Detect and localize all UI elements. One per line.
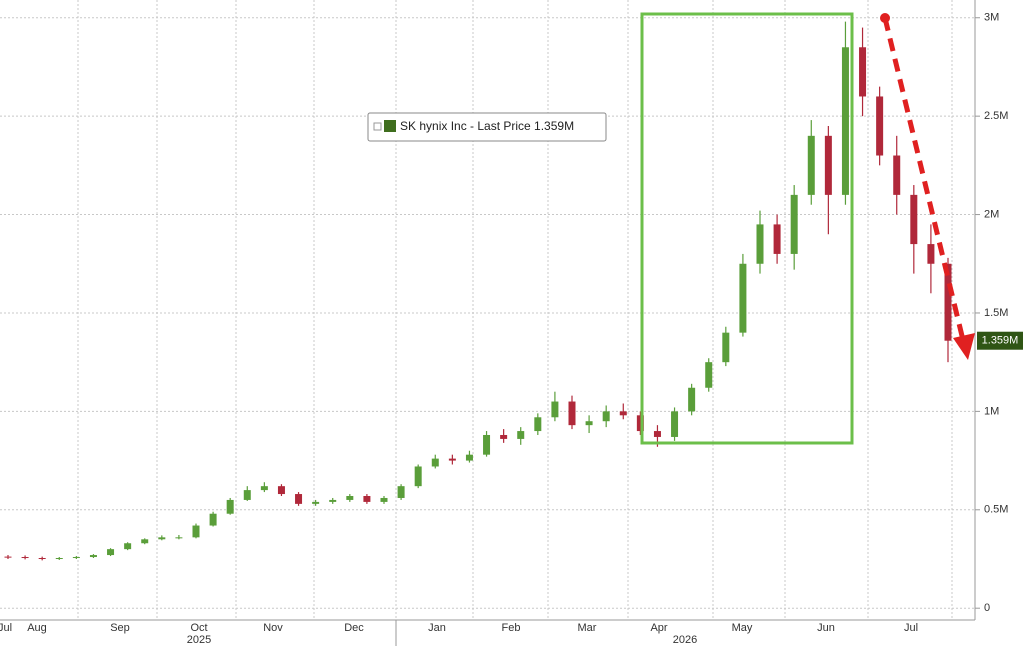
year-label: 2026 — [673, 634, 697, 646]
candle-body — [756, 224, 764, 264]
x-tick-label: Aug — [27, 622, 47, 634]
candle-body — [551, 401, 559, 418]
candle-body — [158, 537, 166, 540]
candle-body — [824, 135, 832, 195]
candle-body — [517, 431, 525, 439]
y-tick-label: 2M — [984, 208, 999, 220]
candle-body — [739, 263, 747, 333]
x-tick-label: Jul — [0, 622, 12, 634]
candle-body — [722, 332, 730, 363]
candle-body — [192, 525, 200, 538]
candle-body — [465, 454, 473, 461]
y-tick-label: 0.5M — [984, 504, 1008, 516]
arrow-line — [882, 17, 966, 341]
candle-body — [448, 458, 456, 461]
candle-body — [346, 496, 354, 500]
last-price-tag — [977, 331, 1023, 350]
x-tick-label: Jun — [817, 622, 835, 634]
legend-label: SK hynix Inc - Last Price 1.359M — [400, 119, 574, 133]
candle-body — [893, 155, 901, 195]
legend-toggle — [373, 122, 382, 131]
candle-body — [500, 434, 508, 439]
candle-body — [636, 415, 644, 432]
x-tick-label: Jan — [428, 622, 446, 634]
highlight-box — [640, 12, 854, 445]
candle-body — [688, 387, 696, 412]
candle-body — [363, 496, 371, 502]
candle-body — [4, 556, 12, 558]
candle-body — [876, 96, 884, 156]
x-tick-label: Mar — [578, 622, 597, 634]
candle-body — [585, 421, 593, 426]
candle-body — [773, 224, 781, 254]
candle-body — [380, 497, 388, 502]
x-tick-label: Feb — [502, 622, 521, 634]
arrow-head — [953, 333, 975, 360]
candle-body — [124, 543, 132, 550]
grid — [0, 0, 975, 620]
candle-body — [705, 362, 713, 388]
candle-body — [483, 434, 491, 455]
candle-body — [175, 537, 183, 539]
candle-body — [790, 194, 798, 254]
candle-body — [141, 539, 149, 544]
y-tick-label: 3M — [984, 12, 999, 24]
x-tick-label: May — [732, 622, 753, 634]
candle-body — [295, 494, 303, 504]
candle-body — [431, 458, 439, 467]
legend: SK hynix Inc - Last Price 1.359M — [367, 112, 607, 142]
y-tick-label: 1.5M — [984, 307, 1008, 319]
candle-body — [671, 411, 679, 437]
candle-body — [243, 490, 251, 500]
x-tick-label: Apr — [650, 622, 667, 634]
trend-arrow — [880, 13, 975, 360]
candle-body — [568, 401, 576, 426]
candle-body — [944, 263, 952, 341]
candle-body — [859, 47, 867, 97]
candle-body — [602, 411, 610, 422]
y-tick-label: 0 — [984, 602, 990, 614]
candle-body — [260, 486, 268, 491]
plot — [4, 21, 952, 561]
x-tick-label: Dec — [344, 622, 364, 634]
y-tick-label: 1M — [984, 405, 999, 417]
candle-body — [89, 555, 97, 558]
candle-body — [226, 499, 234, 514]
candle-body — [72, 557, 80, 559]
candle-body — [807, 135, 815, 195]
candle-body — [910, 194, 918, 245]
legend-box — [367, 112, 607, 142]
candle-body — [841, 47, 849, 195]
y-tick-label: 2.5M — [984, 110, 1008, 122]
year-label: 2025 — [187, 634, 211, 646]
candle-body — [653, 431, 661, 437]
candle-body — [397, 486, 405, 498]
candle-body — [329, 499, 337, 502]
candle-body — [619, 411, 627, 416]
x-tick-label: Jul — [904, 622, 918, 634]
candle-body — [209, 513, 217, 526]
candle-body — [414, 466, 422, 487]
candle-body — [277, 486, 285, 495]
candle-body — [927, 244, 935, 264]
candle-body — [312, 501, 320, 504]
candle-body — [107, 549, 115, 556]
x-tick-label: Oct — [190, 622, 207, 634]
legend-swatch — [384, 120, 396, 132]
candle-body — [534, 417, 542, 432]
candle-body — [21, 557, 29, 559]
x-tick-label: Sep — [110, 622, 130, 634]
last-price-label: 1.359M — [982, 335, 1019, 347]
candle-body — [38, 558, 46, 560]
x-tick-label: Nov — [263, 622, 283, 634]
candle-body — [55, 558, 63, 560]
